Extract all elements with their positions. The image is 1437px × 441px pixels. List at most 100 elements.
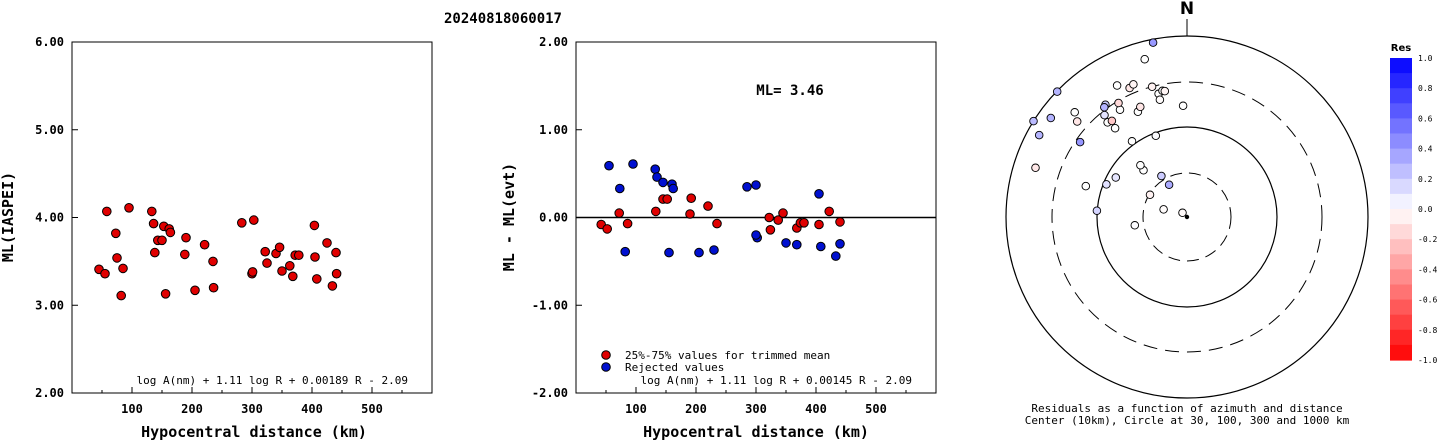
data-point — [686, 193, 697, 203]
station-residual-point — [1148, 38, 1158, 47]
event-title: 20240818060017 — [444, 11, 562, 27]
data-point — [322, 238, 332, 248]
data-point — [100, 268, 110, 279]
colorbar-tick-label: -0.8 — [1418, 326, 1437, 335]
panel-1-points — [94, 203, 342, 301]
colorbar-segment — [1390, 103, 1412, 119]
data-point — [116, 290, 126, 301]
colorbar-segment — [1390, 58, 1412, 74]
station-residual-point — [1112, 81, 1122, 90]
data-point — [180, 249, 190, 260]
magnitude-vs-distance-panel: 100 200 300 400 500 2.00 3.00 4.00 5.00 6.00 Hypo… — [0, 35, 433, 441]
station-residual-point — [1100, 103, 1109, 112]
data-point — [764, 212, 775, 223]
station-residual-point — [1157, 171, 1166, 181]
station-residual-point — [1075, 137, 1085, 147]
legend-rejected-label: Rejected values — [625, 361, 724, 374]
colorbar-tick-label: 0.8 — [1418, 84, 1433, 93]
station-residual-point — [1031, 163, 1040, 173]
north-label: N — [1180, 0, 1194, 19]
panel-1-xlabel: Hypocentral distance (km) — [141, 423, 367, 441]
caption-line-1: Residuals as a function of azimuth and d… — [1031, 402, 1342, 415]
data-point — [249, 215, 259, 225]
data-point — [712, 218, 722, 229]
colorbar-segment — [1390, 73, 1412, 89]
station-residual-point — [1081, 181, 1091, 191]
station-residual-point — [1164, 180, 1174, 189]
colorbar-tick-label: 0.4 — [1418, 145, 1433, 154]
panel-2-xlabel: Hypocentral distance (km) — [643, 423, 869, 441]
colorbar-segment — [1390, 254, 1412, 270]
panel-1-equation: log A(nm) + 1.11 log R + 0.00189 R - 2.0… — [136, 374, 408, 387]
data-point — [742, 182, 752, 192]
y-tick-label: 0.00 — [539, 211, 568, 225]
x-tick-label: 500 — [361, 402, 383, 416]
station-residual-point — [1178, 101, 1188, 111]
colorbar-title: Res — [1391, 43, 1411, 54]
colorbar-segment — [1390, 118, 1412, 135]
colorbar-segment — [1390, 299, 1412, 316]
data-point — [824, 206, 835, 217]
data-point — [814, 189, 824, 199]
station-residual-point — [1107, 116, 1117, 126]
caption-line-2: Center (10km), Circle at 30, 100, 300 an… — [1025, 414, 1350, 427]
data-point — [247, 267, 258, 277]
data-point — [814, 219, 824, 230]
azimuth-residual-panel: N Residuals as a function of azimuth and… — [1005, 0, 1437, 427]
y-tick-label: 2.00 — [35, 386, 64, 400]
data-point — [816, 241, 826, 252]
circle-300km — [1051, 81, 1323, 353]
station-residual-point — [1029, 116, 1038, 126]
circle-100km — [1096, 126, 1278, 308]
data-point — [157, 235, 167, 246]
station-residual-point — [1114, 98, 1123, 108]
y-tick-label: 5.00 — [35, 123, 64, 137]
colorbar-tick-label: 0.0 — [1418, 205, 1433, 214]
station-residual-point — [1046, 113, 1056, 123]
data-point — [309, 220, 320, 231]
data-point — [765, 225, 776, 235]
data-point — [199, 239, 210, 250]
station-residual-point — [1136, 160, 1145, 170]
data-point — [685, 209, 695, 219]
data-point — [835, 239, 845, 249]
data-point — [237, 218, 247, 228]
epicenter-marker — [1184, 214, 1190, 220]
data-point — [773, 215, 784, 225]
data-point — [208, 256, 218, 267]
station-residual-point — [1092, 206, 1102, 215]
data-point — [102, 206, 112, 217]
data-point — [331, 247, 341, 258]
data-point — [602, 224, 613, 234]
data-point — [294, 250, 304, 260]
data-point — [668, 183, 679, 194]
data-point — [799, 218, 809, 228]
legend-rejected-marker — [601, 362, 611, 372]
panel-2-equation: log A(nm) + 1.11 log R + 0.00145 R - 2.0… — [640, 374, 912, 387]
data-point — [751, 230, 761, 240]
x-tick-label: 300 — [241, 402, 263, 416]
colorbar-tick-label: -0.6 — [1418, 296, 1437, 305]
colorbar-segment — [1390, 269, 1412, 286]
colorbar-segment — [1390, 329, 1412, 346]
station-residual-point — [1136, 102, 1145, 112]
event-magnitude-label: ML= 3.46 — [756, 83, 823, 99]
station-residual-point — [1102, 180, 1111, 189]
station-residual-point — [1155, 95, 1165, 104]
data-point — [112, 253, 122, 263]
data-point — [312, 274, 322, 284]
station-residual-point — [1147, 82, 1157, 92]
panel-2-points — [596, 159, 845, 261]
colorbar-tick-label: -1.0 — [1418, 356, 1437, 365]
x-tick-label: 500 — [865, 402, 887, 416]
circle-30km — [1142, 172, 1232, 262]
data-point — [835, 217, 845, 227]
data-point — [709, 245, 719, 255]
station-residual-point — [1034, 130, 1044, 140]
data-point — [614, 208, 625, 218]
station-residual-point — [1070, 108, 1079, 117]
panel-1-ticks: 100 200 300 400 500 2.00 3.00 4.00 5.00 6.00 — [35, 35, 403, 416]
colorbar-segment — [1390, 193, 1412, 210]
data-point — [331, 268, 342, 279]
data-point — [118, 263, 128, 274]
